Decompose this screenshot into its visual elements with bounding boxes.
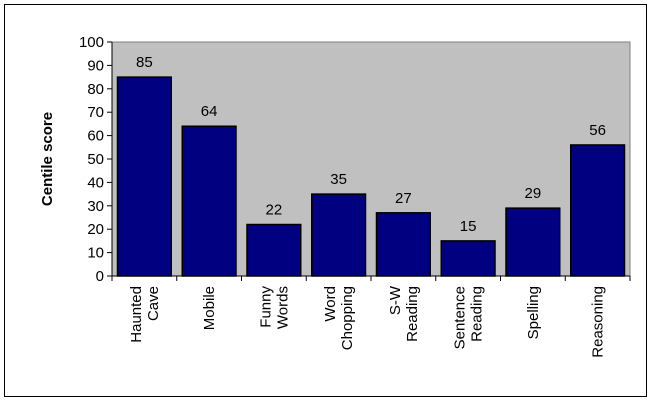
bar [311,193,367,277]
y-axis: 0 10 20 30 40 50 60 70 80 90 100 [79,34,113,285]
y-tick-label: 40 [87,174,104,191]
category-label-line: Words [274,286,291,329]
data-label: 85 [136,54,153,71]
category-label: Haunted Cave [128,286,162,343]
category-labels: Haunted Cave Mobile Funny Words Word Chopping S… [128,285,607,358]
y-tick-label: 70 [87,104,104,121]
data-label: 29 [525,185,542,202]
category-label: Word Chopping [322,286,356,350]
data-labels: 85 64 22 35 27 15 29 56 [136,54,606,235]
bar [440,240,496,277]
bar [116,76,172,277]
category-label-line: Funny [257,286,274,328]
y-tick-label: 100 [79,34,104,51]
category-label: Mobile [201,286,218,330]
category-label: Funny Words [257,286,291,330]
y-tick-label: 0 [96,268,104,285]
data-label: 56 [589,122,606,139]
y-tick-label: 80 [87,81,104,98]
category-label-line: Reading [404,286,421,342]
bar [181,125,237,277]
bars [116,76,626,277]
category-label-line: Cave [145,286,162,321]
category-label: Spelling [525,286,542,339]
category-label-line: Word [322,286,339,322]
data-label: 22 [266,202,283,219]
y-tick-label: 60 [87,128,104,145]
category-label-line: Spelling [525,286,542,339]
category-label-line: Haunted [128,286,145,343]
bar [246,223,302,277]
category-label-line: Mobile [201,286,218,330]
y-tick-label: 20 [87,221,104,238]
category-label-line: Sentence [452,286,469,349]
data-label: 15 [460,218,477,235]
category-label: Reasoning [590,286,607,358]
data-label: 64 [201,103,218,120]
category-label-line: Reasoning [590,286,607,358]
category-label: Sentence Reading [452,286,486,349]
data-label: 35 [330,171,347,188]
y-tick-label: 90 [87,57,104,74]
category-label-line: S-W [387,285,404,315]
category-label-line: Chopping [339,286,356,350]
y-tick-label: 10 [87,245,104,262]
y-axis-title: Centile score [39,112,56,206]
bar [375,212,431,277]
category-label: S-W Reading [387,285,421,342]
data-label: 27 [395,190,412,207]
bar [570,144,626,277]
y-tick-label: 30 [87,198,104,215]
y-tick-label: 50 [87,151,104,168]
bar [505,207,561,277]
category-label-line: Reading [469,286,486,342]
